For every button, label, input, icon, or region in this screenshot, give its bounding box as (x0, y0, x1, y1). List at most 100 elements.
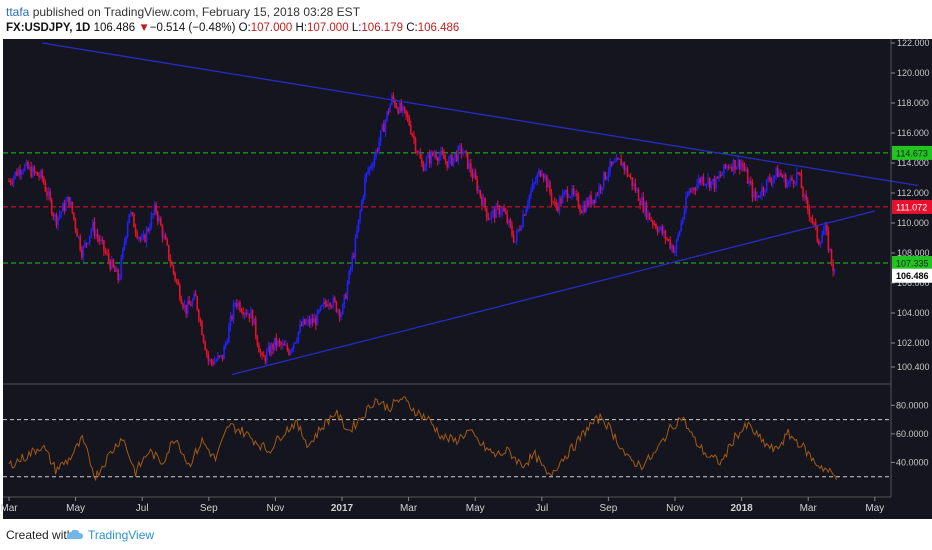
tradingview-brand[interactable]: TradingView (88, 528, 155, 542)
candle-body (334, 297, 336, 302)
candle-body (419, 152, 422, 159)
candle-body (598, 186, 600, 195)
candle-body (370, 166, 373, 168)
candle-body (123, 242, 126, 248)
candle-body (674, 250, 676, 253)
candle-body (421, 158, 423, 164)
candle-body (107, 253, 110, 261)
candle-body (35, 171, 37, 173)
candle-body (482, 198, 485, 206)
author-link[interactable]: ttafa (6, 5, 30, 19)
candle-body (403, 106, 406, 110)
chart-header: ttafa published on TradingView.com, Febr… (0, 0, 932, 40)
candle-body (599, 186, 602, 191)
candle-body (664, 230, 667, 239)
time-axis[interactable] (3, 497, 932, 519)
candle-body (816, 226, 819, 241)
symbol-label[interactable]: FX:USDJPY, 1D (6, 22, 91, 34)
candle-body (80, 249, 83, 258)
candle-body (792, 180, 795, 184)
candle-body (126, 222, 129, 237)
candle-body (133, 214, 135, 228)
candle-body (462, 153, 464, 155)
candle-body (270, 344, 273, 355)
candle-body (727, 166, 730, 168)
candle-body (726, 166, 728, 169)
x-tick-label: 2017 (331, 503, 354, 514)
candle-body (299, 324, 301, 332)
candle-body (202, 334, 205, 342)
candle-body (308, 319, 311, 325)
price-pane[interactable] (3, 39, 891, 384)
price-chart-svg[interactable]: 122.000 120.000 118.000 116.000 114.000 112.0… (0, 38, 932, 519)
candle-body (443, 154, 445, 160)
candle-body (549, 181, 551, 193)
candle-body (533, 182, 535, 184)
candle-body (572, 188, 575, 194)
close-label: C: (406, 22, 418, 34)
candle-body (474, 172, 477, 179)
candle-body (493, 209, 496, 219)
candle-body (691, 188, 694, 192)
candle-body (305, 321, 308, 325)
candle-body (542, 174, 545, 179)
candle-body (761, 187, 763, 197)
candle-body (360, 200, 363, 212)
candle-body (583, 205, 586, 212)
candle-body (338, 309, 341, 317)
candle-body (663, 230, 665, 234)
candle-body (384, 120, 387, 132)
high-label: H: (295, 22, 308, 34)
candle-body (588, 195, 591, 206)
candle-body (553, 202, 556, 204)
candle-body (340, 313, 342, 317)
candle-body (11, 182, 13, 184)
candle-body (239, 302, 241, 311)
candle-body (463, 151, 466, 154)
candle-body (620, 158, 622, 166)
candle-body (436, 158, 439, 161)
candle-body (466, 153, 469, 169)
candle-body (147, 229, 149, 231)
oscillator-pane[interactable] (3, 384, 891, 497)
candle-body (63, 203, 66, 211)
candle-body (621, 162, 624, 166)
candle-body (329, 303, 331, 307)
candle-body (538, 170, 540, 175)
candle-body (759, 196, 762, 198)
candle-body (707, 178, 709, 184)
candle-body (678, 231, 681, 235)
candle-body (428, 154, 431, 164)
candle-body (122, 247, 124, 258)
candle-body (28, 166, 31, 169)
candle-body (326, 304, 328, 307)
candle-body (811, 218, 814, 223)
candle-body (155, 204, 157, 213)
candle-body (734, 160, 736, 170)
candle-body (114, 266, 116, 272)
candle-body (590, 195, 592, 205)
level-label-box (892, 145, 932, 160)
chart-area[interactable]: 122.000 120.000 118.000 116.000 114.000 112.0… (0, 38, 932, 519)
high-value: 107.000 (307, 22, 349, 34)
x-tick-label: Sep (600, 503, 618, 514)
candle-body (522, 214, 524, 227)
candle-body (357, 219, 360, 231)
candle-body (504, 211, 507, 214)
candle-body (84, 242, 86, 247)
candle-body (783, 174, 785, 178)
candle-body (174, 272, 176, 280)
candle-body (495, 205, 497, 219)
candle-body (512, 234, 515, 243)
candle-body (601, 187, 603, 191)
candle-body (527, 203, 529, 210)
candle-body (778, 172, 781, 178)
candle-body (109, 260, 112, 270)
candle-body (449, 154, 452, 160)
candle-body (213, 361, 216, 365)
candle-body (806, 200, 809, 210)
candle-body (180, 298, 183, 304)
candle-body (639, 200, 641, 206)
candle-body (79, 236, 81, 250)
candle-body (345, 294, 347, 299)
